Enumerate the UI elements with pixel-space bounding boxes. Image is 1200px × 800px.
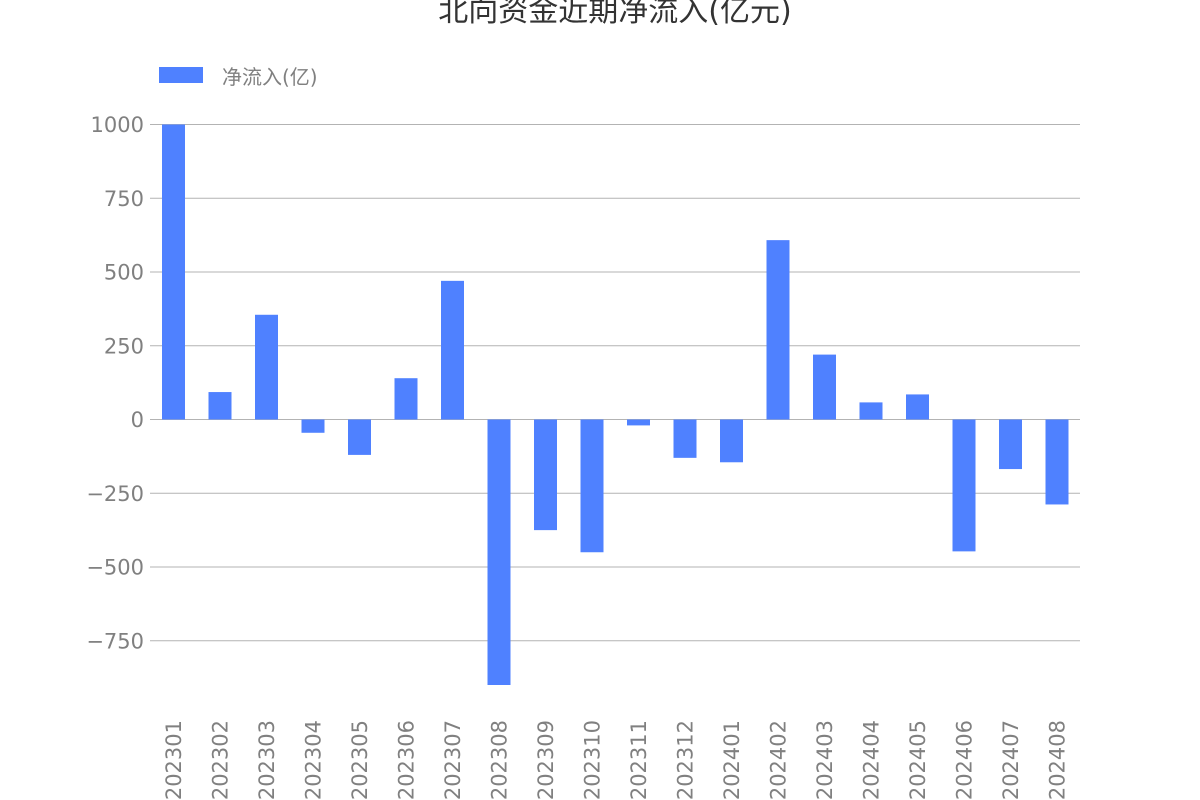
y-tick-label: 500: [104, 261, 144, 285]
bar-202401: [720, 419, 743, 463]
y-tick-label: 250: [104, 334, 144, 358]
x-tick-label: 202310: [581, 720, 605, 800]
x-tick-label: 202404: [860, 720, 884, 800]
bar-202306: [394, 378, 418, 420]
bar-202303: [255, 314, 278, 420]
bar-202408: [1045, 419, 1069, 505]
x-tick-label: 202403: [813, 720, 837, 800]
bar-202302: [208, 392, 232, 420]
x-tick-label: 202311: [627, 720, 651, 800]
bar-202403: [813, 354, 836, 420]
y-tick-label: −500: [86, 556, 144, 580]
bar-202305: [348, 419, 371, 455]
x-axis-ticks: 202301 202302 202303 202304 202305 202306 2023…: [162, 720, 1070, 800]
y-tick-label: 0: [131, 408, 144, 432]
x-tick-label: 202407: [999, 720, 1023, 800]
y-tick-label: 750: [104, 187, 144, 211]
x-tick-label: 202305: [348, 720, 372, 800]
bar-202405: [906, 394, 929, 420]
legend: 净流入(亿): [159, 61, 318, 89]
bar-202404: [859, 402, 883, 420]
bar-202310: [580, 419, 604, 553]
x-tick-label: 202307: [441, 720, 465, 800]
x-tick-label: 202405: [906, 720, 930, 800]
bar-202308: [487, 419, 511, 685]
legend-label: 净流入(亿): [222, 64, 318, 89]
grid-layer: [150, 124, 1080, 642]
y-axis-ticks: 1000 750 500 250 0 −250 −500 −750: [86, 113, 144, 653]
bar-202301: [162, 124, 185, 420]
bar-202402: [766, 240, 790, 420]
x-tick-label: 202408: [1046, 720, 1070, 800]
bar-202307: [441, 280, 464, 420]
x-tick-label: 202303: [255, 720, 279, 800]
x-tick-label: 202402: [767, 720, 791, 800]
x-tick-label: 202312: [674, 720, 698, 800]
x-tick-label: 202301: [162, 720, 186, 800]
chart-title: 北向资金近期净流入(亿元): [438, 0, 792, 29]
bar-202304: [301, 419, 325, 433]
legend-swatch: [159, 67, 203, 83]
x-tick-label: 202306: [395, 720, 419, 800]
y-tick-label: −750: [86, 629, 144, 653]
y-tick-label: −250: [86, 482, 144, 506]
bars: [162, 124, 1069, 685]
x-tick-label: 202309: [534, 720, 558, 800]
y-tick-label: 1000: [91, 113, 144, 137]
x-tick-label: 202304: [302, 720, 326, 800]
bar-202312: [673, 419, 697, 458]
x-tick-label: 202401: [720, 720, 744, 800]
bar-202309: [534, 419, 557, 531]
bar-202311: [627, 419, 650, 426]
x-tick-label: 202308: [488, 720, 512, 800]
bar-202406: [952, 419, 976, 552]
x-tick-label: 202406: [953, 720, 977, 800]
x-tick-label: 202302: [209, 720, 233, 800]
bar-202407: [999, 419, 1022, 470]
